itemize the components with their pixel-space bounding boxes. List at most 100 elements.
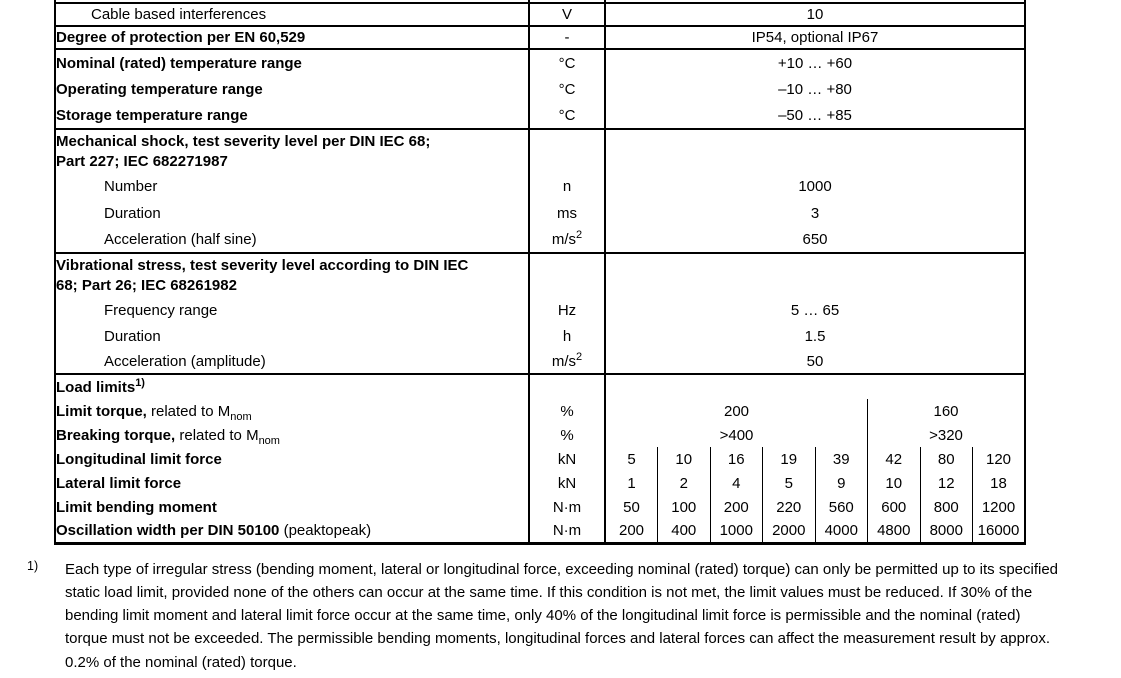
value-cell: 19 xyxy=(762,447,815,471)
param-cell: Load limits1) xyxy=(55,374,530,399)
label-rest: related to M xyxy=(146,402,231,420)
footnote-marker: 1) xyxy=(27,558,39,573)
footnote: 1) Each type of irregular stress (bendin… xyxy=(27,558,1121,674)
unit-cell: m/s2 xyxy=(529,227,606,254)
param-cell: Breaking torque, related to Mnom xyxy=(55,423,530,447)
label-subscript: nom xyxy=(230,410,252,423)
value-cell: 18 xyxy=(972,471,1025,495)
value-cell: 8000 xyxy=(919,519,973,543)
value-cell xyxy=(605,0,1025,4)
row-longitudinal-limit-force: Longitudinal limit force kN 5 10 16 19 3… xyxy=(55,447,1025,471)
value-cell: 1 xyxy=(627,474,636,492)
param-cell: Storage temperature range xyxy=(55,103,530,130)
param-cell: Longitudinal limit force xyxy=(55,447,530,471)
value-cell: –50 … +85 xyxy=(605,103,1025,130)
unit-superscript: 2 xyxy=(576,229,583,241)
row-oscillation-width: Oscillation width per DIN 50100 (peaktop… xyxy=(55,519,1025,543)
header-line-1: Mechanical shock, test severity level pe… xyxy=(56,132,431,150)
unit-cell: % xyxy=(529,423,606,447)
value-cell: 4000 xyxy=(814,519,868,543)
row-load-limits-header: Load limits1) xyxy=(55,374,1025,399)
unit-cell: °C xyxy=(529,76,606,103)
unit-cell: °C xyxy=(529,49,606,76)
param-cell: Duration xyxy=(55,323,530,349)
header-line-2: Part 227; IEC 682271987 xyxy=(56,152,228,170)
row-nominal-temperature: Nominal (rated) temperature range °C +10… xyxy=(55,49,1025,76)
label-bold: Oscillation width per DIN 50100 xyxy=(56,521,280,539)
value-cell: 16000 xyxy=(972,519,1025,543)
param-cell: Vibrational stress, test severity level … xyxy=(55,253,530,297)
row-lateral-limit-force: Lateral limit force kN 1 2 4 5 9 10 12 1… xyxy=(55,471,1025,495)
value-cell: 3 xyxy=(810,205,820,222)
unit-cell: V xyxy=(529,3,606,27)
unit-cell: h xyxy=(529,323,606,349)
value-cell: 400 xyxy=(657,519,710,543)
param-cell: Oscillation width per DIN 50100 (peaktop… xyxy=(55,519,530,543)
label-bold: Limit torque, xyxy=(56,402,147,420)
spec-table: Cable based interferences V 10 Degree of… xyxy=(54,0,1026,545)
value-cell: 80 xyxy=(919,447,973,471)
unit-cell: N·m xyxy=(529,495,606,519)
param-cell: Lateral limit force xyxy=(55,471,530,495)
unit-cell xyxy=(529,0,606,4)
row-storage-temperature: Storage temperature range °C –50 … +85 xyxy=(55,103,1025,130)
value-cell: 120 xyxy=(972,447,1025,471)
header-line-2: 68; Part 26; IEC 68261982 xyxy=(56,276,237,294)
value-cell: 5 xyxy=(762,471,815,495)
param-cell: Acceleration (half sine) xyxy=(55,227,530,254)
value-cell-left: >400 xyxy=(719,426,754,444)
value-cell: 100 xyxy=(657,495,710,519)
value-cell: 200 xyxy=(618,521,645,539)
param-cell: Frequency range xyxy=(55,297,530,323)
row-operating-temperature: Operating temperature range °C –10 … +80 xyxy=(55,76,1025,103)
param-cell: Limit bending moment xyxy=(55,495,530,519)
value-cell: 16 xyxy=(709,447,763,471)
unit-cell: kN xyxy=(529,471,606,495)
row-shock-number: Number n 1000 xyxy=(55,173,1025,200)
value-cell: –10 … +80 xyxy=(778,81,852,98)
param-cell: Cable based interferences xyxy=(55,3,530,27)
unit-superscript: 2 xyxy=(576,350,583,363)
value-cell: 1000 xyxy=(709,519,763,543)
param-cell: Mechanical shock, test severity level pe… xyxy=(55,129,530,173)
row-vibration-duration: Duration h 1.5 xyxy=(55,323,1025,349)
value-cell: 10 xyxy=(867,471,920,495)
value-cell: 42 xyxy=(867,447,920,471)
unit-base: m/s xyxy=(551,352,577,370)
param-cell: Nominal (rated) temperature range xyxy=(55,49,530,76)
unit-cell: ms xyxy=(529,200,606,227)
param-cell: Acceleration (amplitude) xyxy=(55,349,530,375)
unit-cell: - xyxy=(529,26,606,50)
unit-cell: m/s2 xyxy=(529,349,606,375)
row-cutoff-sliver xyxy=(55,0,1025,4)
value-cell xyxy=(605,129,1025,173)
value-cell-left: 200 xyxy=(723,402,750,420)
unit-base: m/s xyxy=(551,231,577,248)
value-cell-right: >320 xyxy=(867,423,1025,447)
load-limits-label: Load limits xyxy=(56,378,136,396)
unit-cell: kN xyxy=(529,447,606,471)
row-vibrational-stress-header: Vibrational stress, test severity level … xyxy=(55,253,1025,297)
unit-cell xyxy=(529,374,606,399)
value-cell xyxy=(605,374,1025,399)
row-mechanical-shock-header: Mechanical shock, test severity level pe… xyxy=(55,129,1025,173)
unit-cell: °C xyxy=(529,103,606,130)
value-cell: 39 xyxy=(814,447,868,471)
value-cell: 12 xyxy=(919,471,973,495)
param-cell: Number xyxy=(55,173,530,200)
value-cell: 560 xyxy=(814,495,868,519)
value-cell: 4 xyxy=(709,471,763,495)
value-cell: 200 xyxy=(709,495,763,519)
footnote-ref-superscript: 1) xyxy=(135,376,145,389)
header-line-1: Vibrational stress, test severity level … xyxy=(56,256,469,274)
row-degree-of-protection: Degree of protection per EN 60,529 - IP5… xyxy=(55,26,1025,50)
unit-cell: Hz xyxy=(529,297,606,323)
value-cell-right: 160 xyxy=(867,399,1025,423)
value-cell: 600 xyxy=(867,495,920,519)
row-limit-torque: Limit torque, related to Mnom % 200 160 xyxy=(55,399,1025,423)
param-cell xyxy=(55,0,530,4)
value-cell: 9 xyxy=(814,471,868,495)
row-shock-acceleration: Acceleration (half sine) m/s2 650 xyxy=(55,227,1025,254)
value-cell: 650 xyxy=(605,227,1025,254)
label-bold: Breaking torque, xyxy=(56,426,176,444)
